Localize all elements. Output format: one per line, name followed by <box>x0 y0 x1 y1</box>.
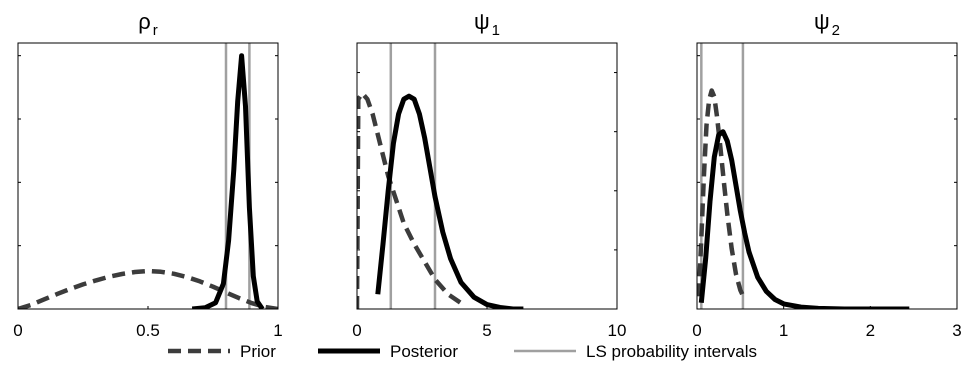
x-tick-label: 0 <box>692 321 701 340</box>
x-tick-label: 3 <box>952 321 961 340</box>
panel-title-subscript: 1 <box>492 22 500 39</box>
x-tick-label: 2 <box>866 321 875 340</box>
series-group <box>18 53 278 309</box>
legend-item-solid: Posterior <box>318 342 458 361</box>
series-group <box>697 88 910 309</box>
posterior-curve <box>191 53 265 309</box>
panel-title-symbol: ψ <box>474 9 490 34</box>
x-tick-label: 5 <box>482 321 491 340</box>
prior-curve <box>18 268 278 309</box>
prior-curve <box>357 90 463 309</box>
x-tick-label: 0 <box>352 321 361 340</box>
series-group <box>357 90 524 309</box>
legend-label: Posterior <box>390 342 458 361</box>
legend-label: LS probability intervals <box>586 342 757 361</box>
legend-label: Prior <box>240 342 276 361</box>
legend-item-interval: LS probability intervals <box>514 342 757 361</box>
x-tick-label: 10 <box>608 321 627 340</box>
posterior-curve <box>698 129 910 309</box>
legend-item-dashed: Prior <box>168 342 276 361</box>
x-tick-label: 0 <box>13 321 22 340</box>
panel-3: 0 1 2 3ψ 2 <box>692 9 961 340</box>
prior-curve <box>697 88 747 301</box>
x-tick-label: 0.5 <box>136 321 160 340</box>
axes-frame <box>696 42 958 310</box>
x-tick-label: 1 <box>779 321 788 340</box>
x-tick-label: 1 <box>273 321 282 340</box>
panel-title-subscript: r <box>153 22 158 39</box>
panel-2: 0 5 10 ψ 1 <box>352 9 626 340</box>
legend: Prior Posterior LS probability intervals <box>168 342 757 361</box>
panel-title-symbol: ψ <box>814 9 830 34</box>
panel-title-subscript: 2 <box>832 22 840 39</box>
posterior-curve <box>375 93 524 309</box>
panel-title-symbol: ρ <box>138 9 151 34</box>
axes-frame <box>356 42 618 310</box>
panel-1: 0 0.5 1 ρ r <box>13 9 282 340</box>
